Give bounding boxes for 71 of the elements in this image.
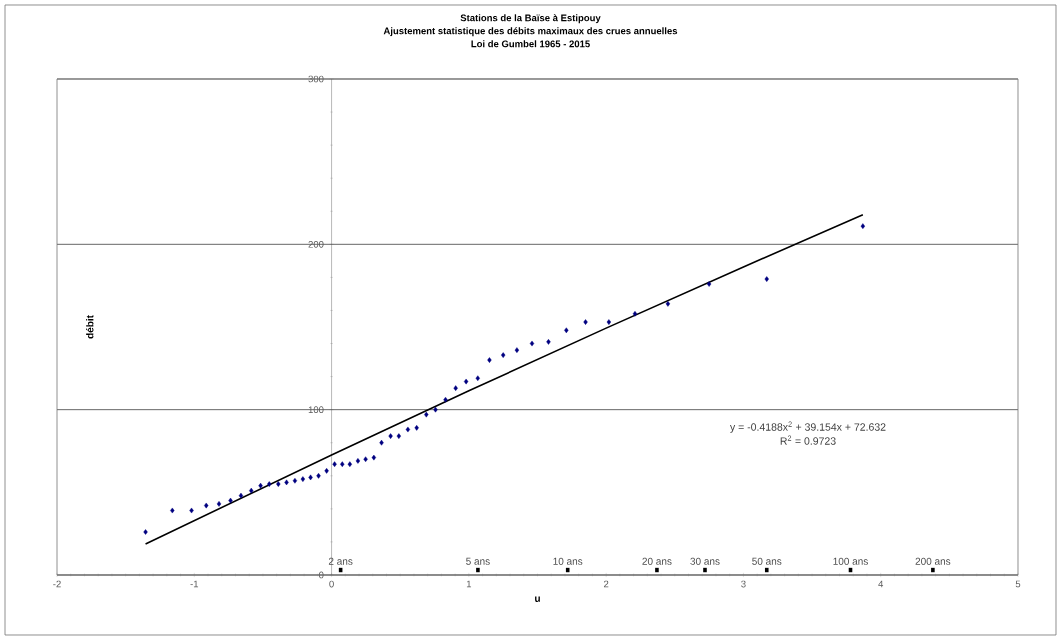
x-tick-label: -2 (53, 580, 61, 588)
point (340, 461, 345, 468)
point (546, 339, 551, 345)
point (529, 340, 535, 347)
point (300, 476, 306, 482)
point (463, 378, 469, 385)
point (764, 276, 769, 282)
point (258, 482, 263, 489)
x-tick-label: -1 (190, 580, 199, 588)
chart-title: Stations de la Baïse à Estipouy (460, 14, 601, 24)
point (189, 507, 194, 514)
annotation: y = -0.4188x$^{2}$ + 39.154x + 72.632 (729, 421, 886, 433)
point (665, 301, 671, 307)
point (860, 223, 866, 229)
point (405, 426, 411, 433)
x-tick-label: 2 (603, 580, 609, 588)
point (347, 461, 352, 468)
point (276, 481, 281, 487)
point (363, 456, 368, 463)
point (316, 472, 321, 479)
y-tick-label: 300 (308, 75, 324, 83)
point (324, 468, 329, 474)
point (453, 385, 458, 391)
point (249, 487, 254, 494)
point (514, 347, 520, 353)
point (396, 433, 401, 439)
annotation: 200 ans (915, 557, 951, 565)
annotation: 20 ans (642, 557, 672, 565)
point (308, 474, 313, 481)
point (204, 502, 209, 509)
point (443, 396, 448, 403)
point (170, 507, 175, 514)
x-axis-title: u (535, 596, 540, 602)
point (388, 433, 393, 439)
annotation: 50 ans (752, 557, 782, 565)
chart-subtitle: Ajustement statistique des débits maximaux des crues annuelles Loi de Gumbel 1965 - 2015 (383, 27, 678, 48)
point (238, 492, 244, 499)
point (414, 425, 419, 431)
point (216, 501, 222, 507)
point (632, 310, 638, 317)
point (228, 497, 233, 504)
point (284, 479, 289, 486)
point (706, 281, 712, 287)
point (583, 319, 588, 325)
point (267, 481, 272, 487)
point (371, 454, 377, 461)
x-tick-label: 3 (741, 580, 746, 588)
x-tick-label: 5 (1015, 580, 1021, 588)
point (332, 461, 337, 468)
annotation: 100 ans (833, 557, 868, 565)
point (564, 327, 569, 334)
point (424, 411, 429, 418)
point (143, 529, 148, 535)
x-tick-label: 1 (466, 580, 472, 588)
point (501, 352, 506, 358)
point (475, 375, 480, 382)
annotation: 10 ans (553, 557, 583, 565)
point (292, 477, 298, 484)
point (379, 439, 384, 446)
x-tick-label: 4 (878, 580, 884, 588)
annotation: 2 ans (328, 557, 353, 565)
y-axis-title: débit (86, 315, 94, 339)
point (487, 357, 492, 363)
point (355, 458, 361, 464)
y-tick-label: 0 (319, 571, 324, 579)
annotation: R$^{2}$ = 0.9723 (780, 435, 836, 445)
x-tick-label: 0 (329, 580, 334, 588)
point (606, 319, 612, 325)
annotation: 30 ans (690, 557, 720, 565)
annotation: 5 ans (466, 557, 490, 565)
point (433, 406, 438, 413)
